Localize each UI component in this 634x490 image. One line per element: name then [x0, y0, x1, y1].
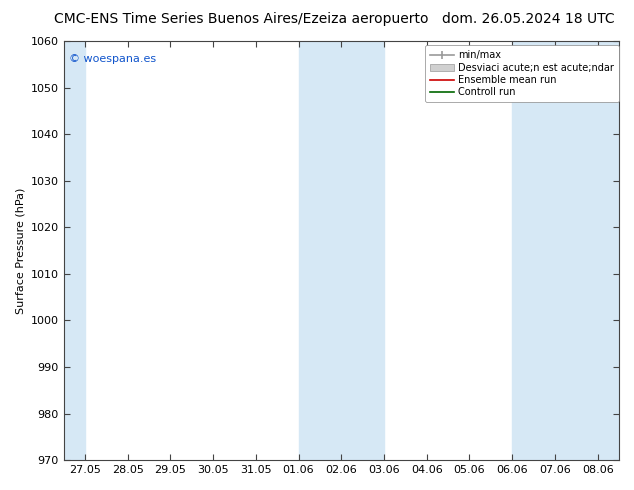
Bar [63, 41, 85, 460]
Y-axis label: Surface Pressure (hPa): Surface Pressure (hPa) [15, 187, 25, 314]
Legend: min/max, Desviaci acute;n est acute;ndar, Ensemble mean run, Controll run: min/max, Desviaci acute;n est acute;ndar… [425, 45, 619, 102]
Text: © woespana.es: © woespana.es [69, 53, 156, 64]
Bar [512, 41, 619, 460]
Text: CMC-ENS Time Series Buenos Aires/Ezeiza aeropuerto: CMC-ENS Time Series Buenos Aires/Ezeiza … [54, 12, 428, 26]
Bar [299, 41, 384, 460]
Text: dom. 26.05.2024 18 UTC: dom. 26.05.2024 18 UTC [443, 12, 615, 26]
